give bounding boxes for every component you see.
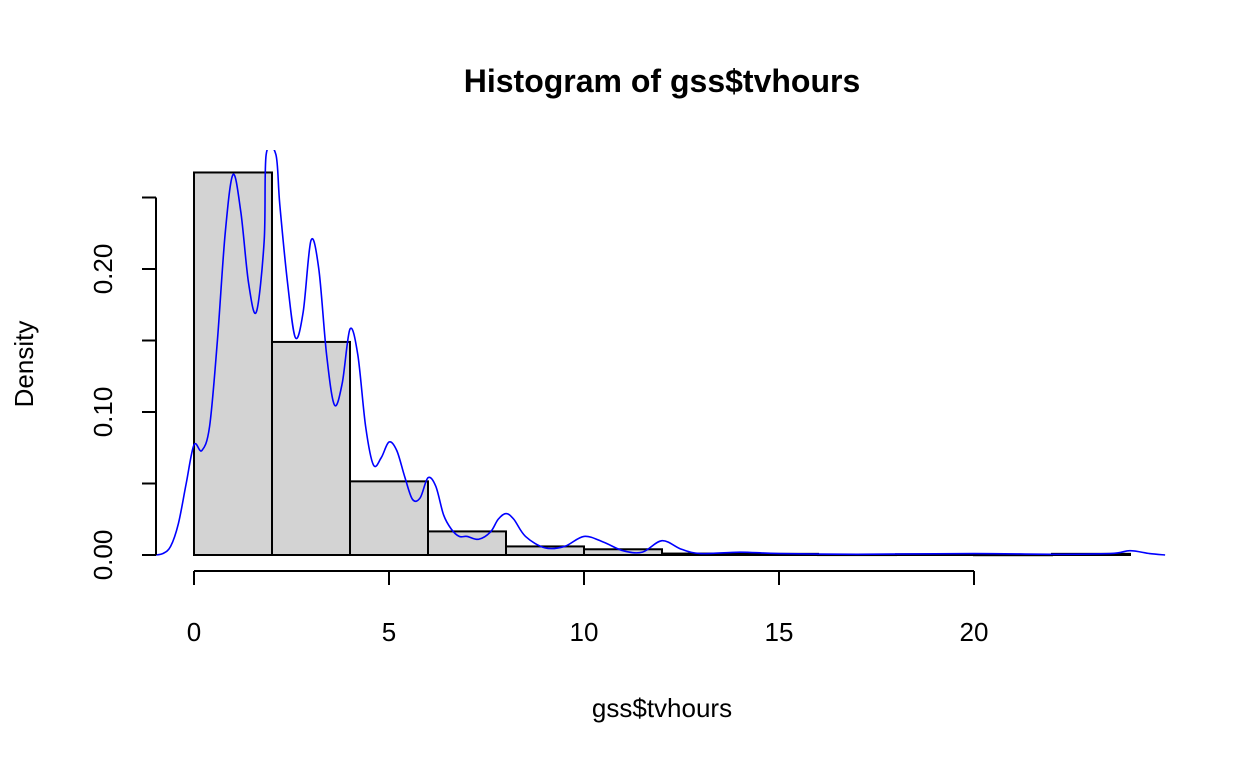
density-curve <box>154 150 1166 556</box>
y-tick-label-0.00: 0.00 <box>88 530 118 581</box>
histogram-bar-10-12 <box>583 548 663 557</box>
y-axis: 0.00 0.10 0.20 <box>88 196 157 581</box>
x-tick-label-10: 10 <box>570 617 599 647</box>
histogram-bar-4-6 <box>349 480 429 557</box>
y-axis-label: Density <box>9 321 39 408</box>
x-axis: 0 5 10 15 20 <box>187 570 989 647</box>
histogram-bars <box>193 171 1131 557</box>
chart-title: Histogram of gss$tvhours <box>464 63 861 99</box>
y-tick-label-0.20: 0.20 <box>88 244 118 295</box>
x-axis-label: gss$tvhours <box>592 693 732 723</box>
histogram-bar-0-2 <box>193 171 273 556</box>
histogram-bar-2-4 <box>271 340 351 556</box>
x-tick-label-0: 0 <box>187 617 201 647</box>
y-tick-label-0.10: 0.10 <box>88 387 118 438</box>
x-tick-label-20: 20 <box>960 617 989 647</box>
histogram-bar-6-8 <box>427 530 507 557</box>
x-tick-label-5: 5 <box>382 617 396 647</box>
x-tick-label-15: 15 <box>765 617 794 647</box>
